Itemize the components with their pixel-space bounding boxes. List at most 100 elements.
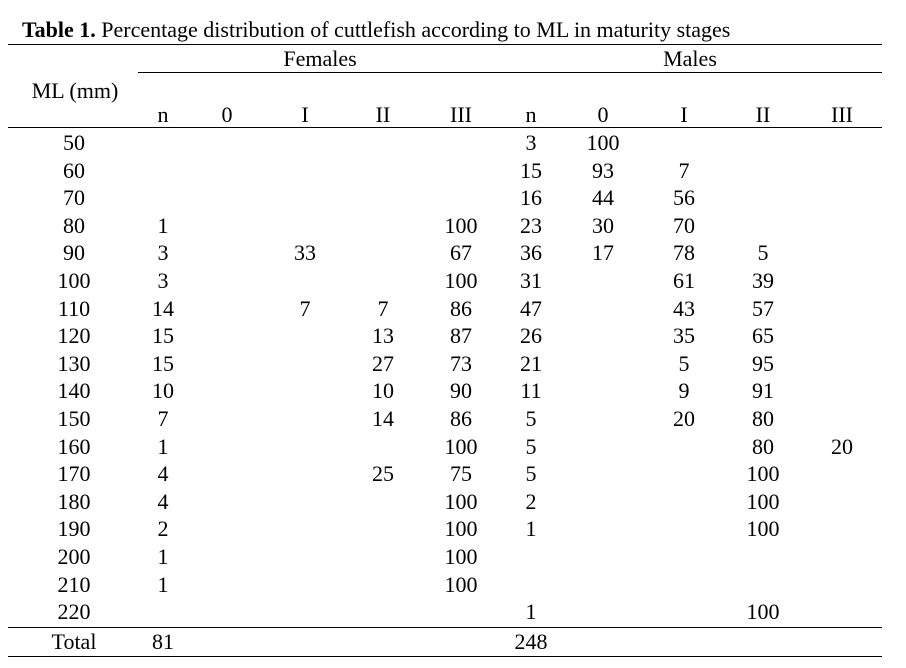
row-ml-value: 50 (63, 130, 85, 155)
table-cell: 78 (673, 240, 695, 266)
table-cell: 1 (157, 433, 169, 459)
row-ml-value: 90 (63, 240, 85, 266)
row-header-ml: ML (mm) (31, 78, 119, 103)
table-cell: 100 (444, 433, 478, 459)
table-cell: 17 (592, 240, 614, 266)
table-cell: 16 (520, 185, 542, 211)
table-cell: 93 (592, 157, 614, 183)
table-cell: 25 (372, 461, 394, 487)
row-ml-value: 110 (57, 295, 91, 321)
table-cell: 26 (520, 323, 542, 349)
table-cell: 4 (157, 488, 169, 514)
table-cell: 36 (520, 240, 542, 266)
table-cell: 20 (673, 406, 695, 431)
table-cell: 5 (525, 461, 537, 487)
total-cell: 248 (514, 629, 548, 654)
row-ml-value: 190 (57, 516, 91, 542)
table-cell: 3 (525, 130, 537, 155)
table-cell: 27 (372, 350, 394, 376)
row-ml-value: 60 (63, 157, 85, 183)
table-cell: 100 (746, 599, 780, 625)
column-header: I (301, 102, 309, 127)
bottom-rule (8, 656, 882, 657)
column-header: 0 (221, 102, 233, 127)
table-cell: 65 (752, 323, 774, 349)
row-ml-value: 70 (63, 185, 85, 211)
table-cell: 23 (520, 212, 542, 238)
table-cell: 15 (152, 323, 174, 349)
table-cell: 87 (450, 323, 472, 349)
table-cell: 13 (372, 323, 394, 349)
table-cell: 56 (673, 185, 695, 211)
column-header: III (450, 102, 472, 127)
row-ml-value: 180 (57, 488, 91, 514)
table-cell: 15 (152, 350, 174, 376)
row-ml-value: 150 (57, 406, 91, 431)
table-cell: 80 (752, 406, 774, 431)
table-cell: 33 (294, 240, 316, 266)
table-cell: 100 (444, 268, 478, 293)
total-rule (8, 627, 882, 628)
table-cell: 1 (525, 516, 537, 542)
row-ml-value: 80 (63, 212, 85, 238)
row-ml-value: 210 (57, 571, 91, 597)
table-cell: 86 (450, 406, 472, 431)
column-header: I (680, 102, 688, 127)
table-cell: 7 (678, 157, 690, 183)
total-label: Total (51, 629, 97, 654)
table-cell: 21 (520, 350, 542, 376)
table-cell: 10 (152, 378, 174, 404)
table-cell: 70 (673, 212, 695, 238)
group-header-males: Males (663, 46, 717, 71)
column-header: II (755, 102, 771, 127)
table-cell: 100 (746, 516, 780, 542)
table-cell: 1 (157, 544, 169, 569)
row-ml-value: 170 (57, 461, 91, 487)
table-cell: 3 (157, 268, 169, 293)
table-cell: 7 (299, 295, 311, 321)
table-cell: 75 (450, 461, 472, 487)
column-header: n (525, 102, 537, 127)
table-cell: 100 (444, 516, 478, 542)
table-cell: 5 (757, 240, 769, 266)
row-ml-value: 120 (57, 323, 91, 349)
table-cell: 95 (752, 350, 774, 376)
row-ml-value: 160 (57, 433, 91, 459)
table-cell: 4 (157, 461, 169, 487)
table-cell: 100 (444, 544, 478, 569)
table-cell: 57 (752, 295, 774, 321)
column-header: n (157, 102, 169, 127)
table-cell: 3 (157, 240, 169, 266)
table-cell: 91 (752, 378, 774, 404)
table-cell: 86 (450, 295, 472, 321)
table-cell: 5 (525, 406, 537, 431)
table-cell: 35 (673, 323, 695, 349)
table-cell: 30 (592, 212, 614, 238)
table-cell: 14 (372, 406, 394, 431)
table-cell: 61 (673, 268, 695, 293)
table-cell: 100 (746, 461, 780, 487)
column-header: 0 (597, 102, 609, 127)
table-cell: 10 (372, 378, 394, 404)
table-cell: 1 (157, 571, 169, 597)
table-cell: 100 (444, 212, 478, 238)
column-header: II (375, 102, 391, 127)
table-cell: 43 (673, 295, 695, 321)
table-cell: 11 (520, 378, 542, 404)
table-cell: 80 (752, 433, 774, 459)
table-cell: 100 (444, 488, 478, 514)
table-cell: 20 (831, 433, 853, 459)
table-cell: 44 (592, 185, 614, 211)
column-header: III (831, 102, 853, 127)
table-cell: 100 (586, 130, 620, 155)
table-cell: 100 (746, 488, 780, 514)
table-cell: 1 (157, 212, 169, 238)
table-cell: 1 (525, 599, 537, 625)
table-cell: 73 (450, 350, 472, 376)
table-cell: 2 (157, 516, 169, 542)
table-cell: 15 (520, 157, 542, 183)
table-caption: Table 1. Percentage distribution of cutt… (22, 16, 730, 44)
table-cell: 31 (520, 268, 542, 293)
total-cell: 81 (152, 629, 174, 654)
table-cell: 100 (444, 571, 478, 597)
